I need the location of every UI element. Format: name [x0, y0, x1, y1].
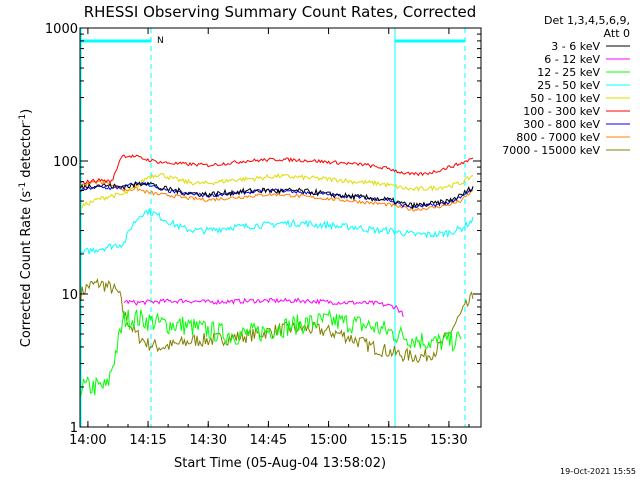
- y-tick-label: 10: [61, 288, 78, 303]
- y-axis-label-sup2: -1: [18, 114, 28, 123]
- legend-label: 300 - 800 keV: [523, 118, 600, 131]
- series-line: [80, 278, 474, 364]
- x-tick-label: 15:00: [310, 433, 347, 448]
- series-line: [80, 180, 474, 209]
- legend-label: 7000 - 15000 keV: [502, 144, 600, 157]
- x-tick-label: 14:45: [250, 433, 287, 448]
- x-axis-label: Start Time (05-Aug-04 13:58:02): [174, 456, 386, 471]
- x-tick-label: 14:15: [129, 433, 166, 448]
- x-axis: 14:00 14:15 14:30 14:45 15:00 15:15 15:30: [69, 28, 470, 448]
- generation-timestamp: 19-Oct-2021 15:55: [560, 467, 636, 476]
- x-tick-label: 15:30: [430, 433, 467, 448]
- y-tick-label: 1: [70, 421, 78, 436]
- series-line: [80, 180, 474, 213]
- legend-label: 12 - 25 keV: [537, 66, 600, 79]
- y-axis-label-sup1: -1: [18, 182, 28, 191]
- flag-markers: N: [80, 28, 466, 427]
- y-axis-label: Corrected Count Rate (s-1 detector-1): [18, 109, 34, 347]
- legend-label: 6 - 12 keV: [544, 53, 600, 66]
- series-line: [80, 154, 474, 185]
- x-tick-label: 14:30: [190, 433, 227, 448]
- legend-label: 50 - 100 keV: [530, 92, 600, 105]
- legend-label: 100 - 300 keV: [523, 105, 600, 118]
- legend-label: 800 - 7000 keV: [516, 131, 600, 144]
- y-tick-label: 1000: [45, 22, 78, 37]
- y-axis: 1 10 100 1000: [45, 22, 481, 436]
- plot-frame: [79, 27, 482, 428]
- series-line: [123, 297, 404, 318]
- x-tick-label: 15:15: [370, 433, 407, 448]
- legend-label: 3 - 6 keV: [551, 40, 600, 53]
- flag-label: N: [157, 36, 164, 46]
- legend-label: 25 - 50 keV: [537, 79, 600, 92]
- series-line: [80, 309, 462, 396]
- series-line: [80, 172, 474, 210]
- y-axis-label-end: ): [19, 109, 34, 114]
- x-tick-label: 14:00: [69, 433, 106, 448]
- legend-header-line-1: Det 1,3,4,5,6,9,: [544, 14, 630, 27]
- series-line: [80, 208, 474, 255]
- chart-title: RHESSI Observing Summary Count Rates, Co…: [84, 3, 477, 21]
- y-axis-label-main: Corrected Count Rate (s: [19, 191, 34, 348]
- y-tick-label: 100: [53, 155, 78, 170]
- y-axis-label-mid: detector: [19, 122, 34, 182]
- legend-header-line-2: Att 0: [604, 27, 630, 40]
- series-lines: [80, 154, 474, 396]
